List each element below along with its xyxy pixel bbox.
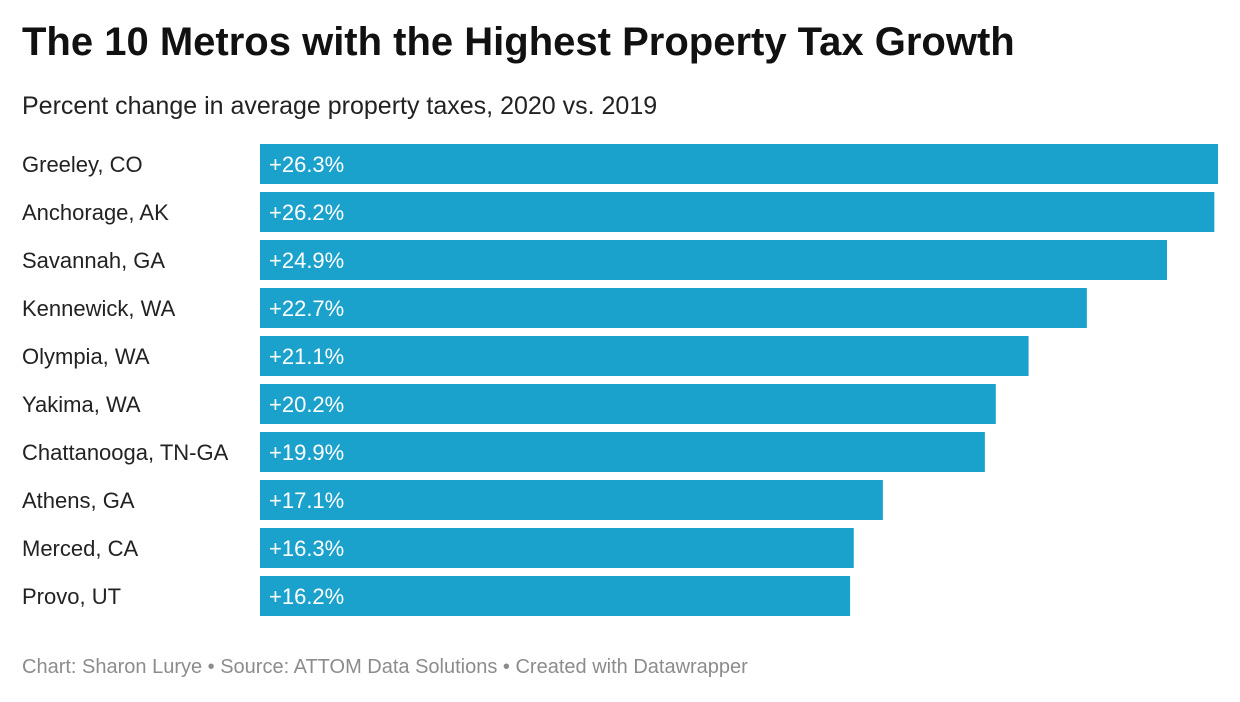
bar [260,336,1029,376]
data-label: +24.9% [269,248,344,273]
data-label: +19.9% [269,440,344,465]
category-label: Chattanooga, TN-GA [22,440,229,465]
bar [260,384,996,424]
category-label: Savannah, GA [22,248,165,273]
chart-footer: Chart: Sharon Lurye • Source: ATTOM Data… [22,656,748,678]
category-label: Provo, UT [22,584,121,609]
bar [260,144,1218,184]
category-label: Anchorage, AK [22,200,169,225]
data-label: +20.2% [269,392,344,417]
data-label: +26.2% [269,200,344,225]
chart-title: The 10 Metros with the Highest Property … [22,20,1015,64]
bar [260,576,851,616]
category-label: Greeley, CO [22,152,143,177]
bar [260,192,1215,232]
data-label: +16.3% [269,536,344,561]
category-label: Merced, CA [22,536,138,561]
bar-chart: Greeley, CO +26.3% Anchorage, AK +26.2% Sava… [22,144,1218,616]
data-label: +22.7% [269,296,344,321]
data-label: +17.1% [269,488,344,513]
data-label: +16.2% [269,584,344,609]
category-label: Kennewick, WA [22,296,176,321]
data-label: +21.1% [269,344,344,369]
bar [260,288,1087,328]
data-label: +26.3% [269,152,344,177]
bar [260,432,985,472]
category-label: Olympia, WA [22,344,150,369]
category-label: Yakima, WA [22,392,141,417]
bar [260,240,1168,280]
bar [260,528,854,568]
chart-subtitle: Percent change in average property taxes… [22,92,658,120]
bar [260,480,883,520]
category-label: Athens, GA [22,488,135,513]
